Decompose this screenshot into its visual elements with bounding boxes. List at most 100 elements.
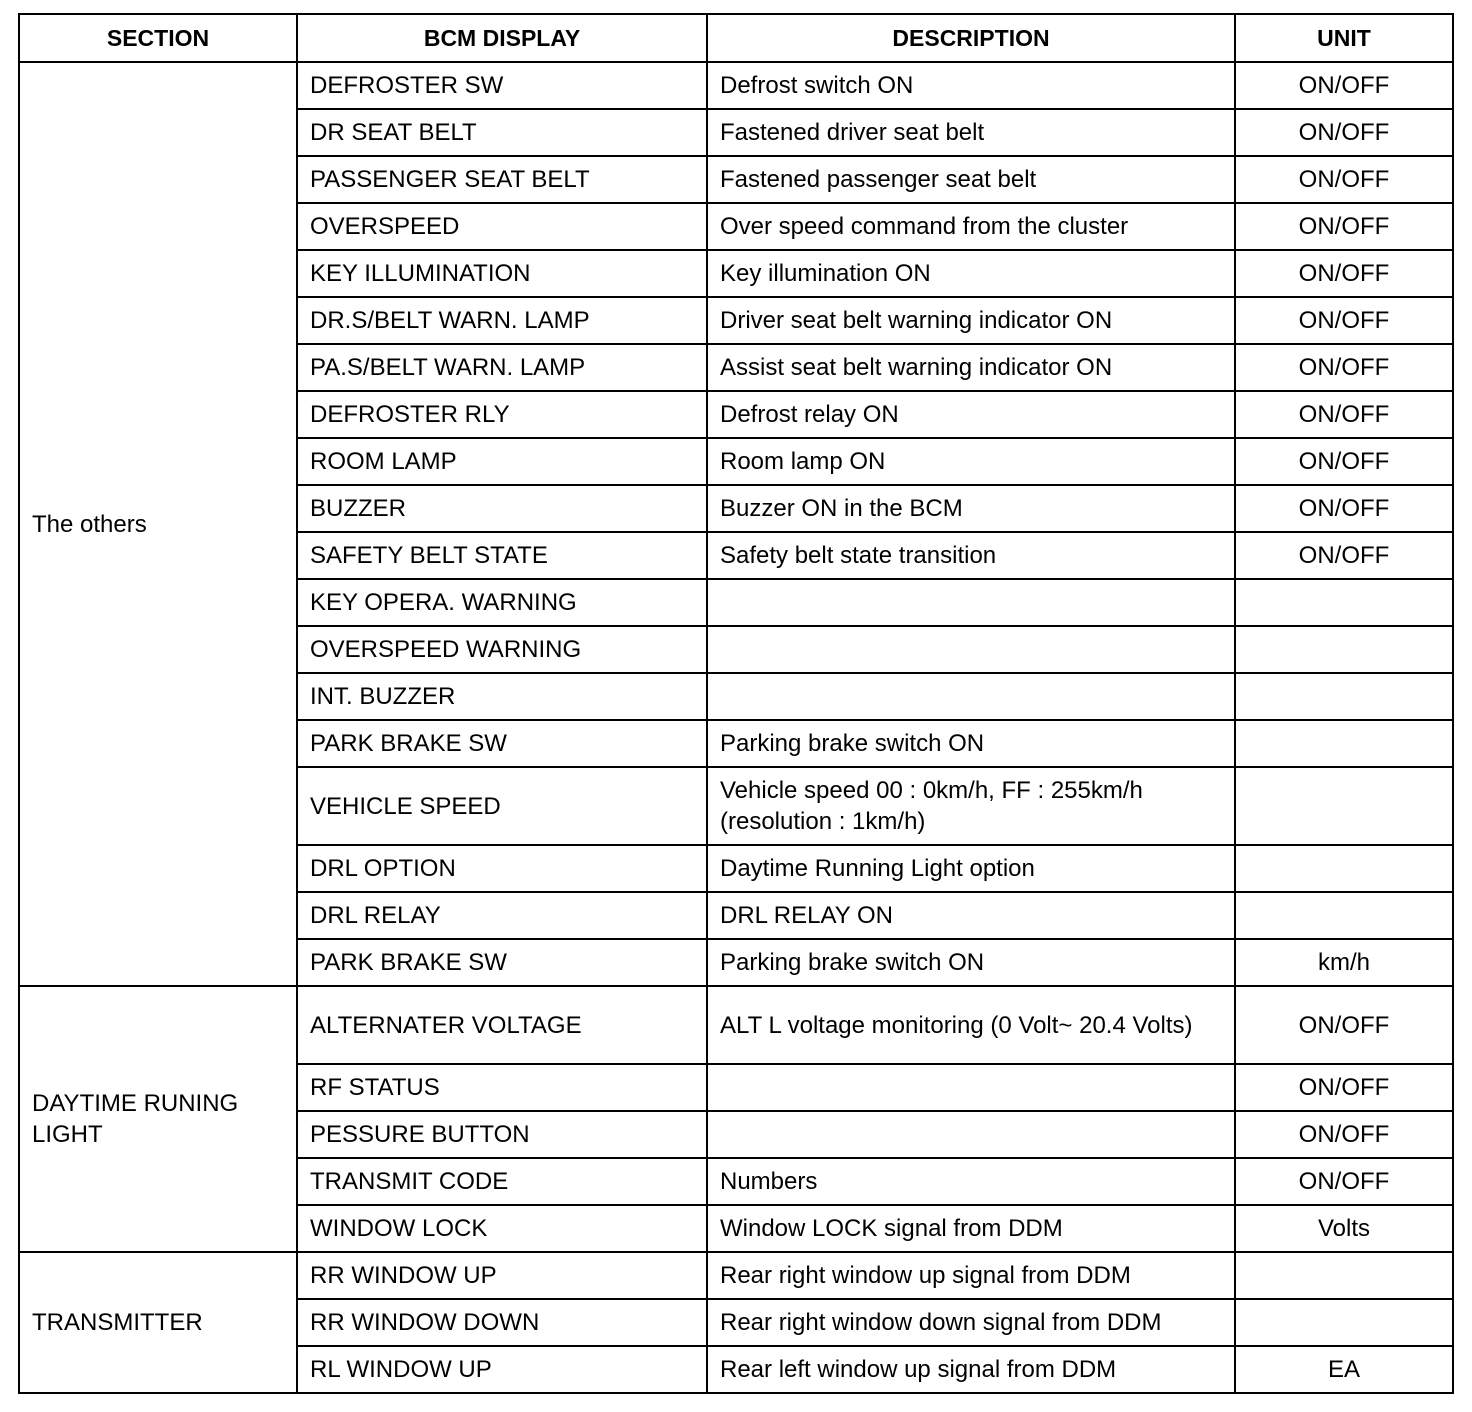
table-row: KEY OPERA. WARNING (19, 578, 1454, 627)
table-row: DRL OPTION Daytime Running Light option (19, 844, 1454, 893)
header-bcm-display: BCM DISPLAY (296, 13, 708, 63)
table-row: DEFROSTER RLY Defrost relay ON ON/OFF (19, 390, 1454, 439)
table-row: WINDOW LOCK Window LOCK signal from DDM Vo… (19, 1204, 1454, 1253)
unit-cell: ON/OFF (1234, 1157, 1454, 1206)
bcm-display-cell: DEFROSTER SW (296, 61, 708, 110)
description-cell (706, 625, 1236, 674)
bcm-display-cell: DEFROSTER RLY (296, 390, 708, 439)
header-unit: UNIT (1234, 13, 1454, 63)
table-row: PARK BRAKE SW Parking brake switch ON km/h (19, 938, 1454, 987)
unit-cell: ON/OFF (1234, 484, 1454, 533)
bcm-display-cell: BUZZER (296, 484, 708, 533)
description-cell: Window LOCK signal from DDM (706, 1204, 1236, 1253)
table-row: BUZZER Buzzer ON in the BCM ON/OFF (19, 484, 1454, 533)
table-row: RF STATUS ON/OFF (19, 1063, 1454, 1112)
description-cell: Over speed command from the cluster (706, 202, 1236, 251)
table-row: PESSURE BUTTON ON/OFF (19, 1110, 1454, 1159)
table-row: PARK BRAKE SW Parking brake switch ON (19, 719, 1454, 768)
bcm-display-table: SECTION BCM DISPLAY DESCRIPTION UNIT The… (18, 13, 1454, 1394)
unit-cell (1234, 625, 1454, 674)
table-row: RR WINDOW DOWN Rear right window down sig… (19, 1298, 1454, 1347)
table-row: SAFETY BELT STATE Safety belt state trans… (19, 531, 1454, 580)
description-cell: Assist seat belt warning indicator ON (706, 343, 1236, 392)
description-cell: Room lamp ON (706, 437, 1236, 486)
table-body: The others DEFROSTER SW Defrost switch ON O… (18, 61, 1454, 1394)
table-row: DR.S/BELT WARN. LAMP Driver seat belt war… (19, 296, 1454, 345)
table-row: DR SEAT BELT Fastened driver seat belt ON/… (19, 108, 1454, 157)
unit-cell (1234, 1251, 1454, 1300)
description-cell: DRL RELAY ON (706, 891, 1236, 940)
description-cell: Fastened driver seat belt (706, 108, 1236, 157)
bcm-display-cell: RL WINDOW UP (296, 1345, 708, 1394)
description-cell (706, 578, 1236, 627)
unit-cell: ON/OFF (1234, 296, 1454, 345)
bcm-display-cell: PA.S/BELT WARN. LAMP (296, 343, 708, 392)
bcm-display-cell: TRANSMIT CODE (296, 1157, 708, 1206)
bcm-display-cell: RR WINDOW DOWN (296, 1298, 708, 1347)
table-row: KEY ILLUMINATION Key illumination ON ON/OF… (19, 249, 1454, 298)
table-row: OVERSPEED Over speed command from the clu… (19, 202, 1454, 251)
unit-cell: EA (1234, 1345, 1454, 1394)
bcm-display-cell: DRL RELAY (296, 891, 708, 940)
header-description: DESCRIPTION (706, 13, 1236, 63)
bcm-display-cell: RF STATUS (296, 1063, 708, 1112)
unit-cell: ON/OFF (1234, 390, 1454, 439)
section-cell: The others (18, 61, 298, 987)
table-row: INT. BUZZER (19, 672, 1454, 721)
description-cell: Parking brake switch ON (706, 719, 1236, 768)
unit-cell (1234, 672, 1454, 721)
bcm-display-cell: OVERSPEED WARNING (296, 625, 708, 674)
unit-cell (1234, 1298, 1454, 1347)
bcm-display-cell: SAFETY BELT STATE (296, 531, 708, 580)
description-cell: ALT L voltage monitoring (0 Volt~ 20.4 V… (706, 985, 1236, 1065)
unit-cell: ON/OFF (1234, 1110, 1454, 1159)
bcm-display-cell: ROOM LAMP (296, 437, 708, 486)
table-row: TRANSMIT CODE Numbers ON/OFF (19, 1157, 1454, 1206)
table-row: The others DEFROSTER SW Defrost switch ON O… (18, 61, 1454, 987)
table-row: RL WINDOW UP Rear left window up signal f… (19, 1345, 1454, 1394)
bcm-display-cell: DRL OPTION (296, 844, 708, 893)
description-cell (706, 672, 1236, 721)
description-cell: Defrost relay ON (706, 390, 1236, 439)
unit-cell: ON/OFF (1234, 531, 1454, 580)
description-cell (706, 1063, 1236, 1112)
unit-cell: ON/OFF (1234, 1063, 1454, 1112)
bcm-display-cell: ALTERNATER VOLTAGE (296, 985, 708, 1065)
section-cell: TRANSMITTER (18, 1251, 298, 1394)
description-cell (706, 1110, 1236, 1159)
unit-cell: ON/OFF (1234, 249, 1454, 298)
bcm-display-cell: PARK BRAKE SW (296, 719, 708, 768)
unit-cell (1234, 578, 1454, 627)
table-row: ROOM LAMP Room lamp ON ON/OFF (19, 437, 1454, 486)
table-row: TRANSMITTER RR WINDOW UP Rear right window… (18, 1251, 1454, 1394)
description-cell: Parking brake switch ON (706, 938, 1236, 987)
unit-cell (1234, 844, 1454, 893)
bcm-display-cell: KEY ILLUMINATION (296, 249, 708, 298)
bcm-display-cell: DR.S/BELT WARN. LAMP (296, 296, 708, 345)
unit-cell: ON/OFF (1234, 437, 1454, 486)
description-cell: Defrost switch ON (706, 61, 1236, 110)
description-cell: Key illumination ON (706, 249, 1236, 298)
bcm-display-cell: DR SEAT BELT (296, 108, 708, 157)
bcm-display-cell: PASSENGER SEAT BELT (296, 155, 708, 204)
description-cell: Daytime Running Light option (706, 844, 1236, 893)
unit-cell: Volts (1234, 1204, 1454, 1253)
description-cell: Rear left window up signal from DDM (706, 1345, 1236, 1394)
bcm-display-cell: PARK BRAKE SW (296, 938, 708, 987)
description-cell: Fastened passenger seat belt (706, 155, 1236, 204)
description-cell: Rear right window down signal from DDM (706, 1298, 1236, 1347)
unit-cell: ON/OFF (1234, 108, 1454, 157)
unit-cell: ON/OFF (1234, 61, 1454, 110)
unit-cell: ON/OFF (1234, 155, 1454, 204)
table-row: PA.S/BELT WARN. LAMP Assist seat belt war… (19, 343, 1454, 392)
description-cell: Safety belt state transition (706, 531, 1236, 580)
section-cell: DAYTIME RUNING LIGHT (18, 985, 298, 1253)
bcm-display-cell: KEY OPERA. WARNING (296, 578, 708, 627)
bcm-display-cell: RR WINDOW UP (296, 1251, 708, 1300)
unit-cell (1234, 891, 1454, 940)
header-row: SECTION BCM DISPLAY DESCRIPTION UNIT (18, 13, 1454, 63)
table-row: VEHICLE SPEED Vehicle speed 00 : 0km/h, F… (19, 766, 1454, 846)
bcm-display-cell: INT. BUZZER (296, 672, 708, 721)
description-cell: Vehicle speed 00 : 0km/h, FF : 255km/h (… (706, 766, 1236, 846)
description-cell: Driver seat belt warning indicator ON (706, 296, 1236, 345)
